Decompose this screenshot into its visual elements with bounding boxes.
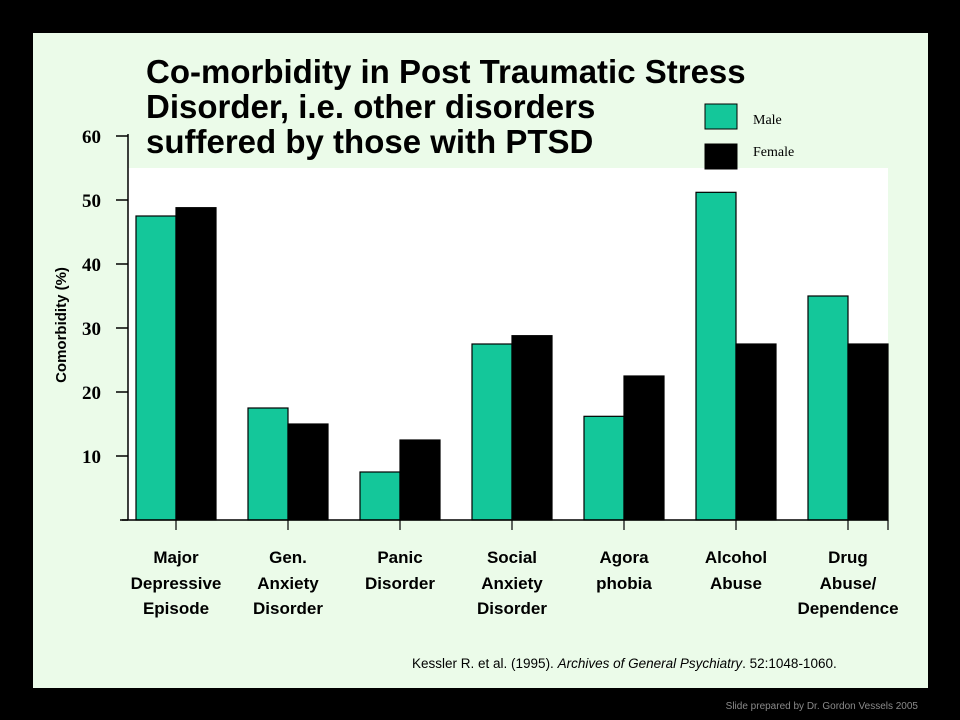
x-category-label-4: Social Anxiety Disorder	[477, 548, 547, 618]
bar-female-1	[175, 207, 217, 521]
citation-suffix: . 52:1048-1060.	[742, 656, 837, 671]
y-tick-label-30: 30	[82, 319, 101, 340]
title-line-1: Co-morbidity in Post Traumatic Stress	[146, 53, 746, 90]
y-tick-label-10: 10	[82, 447, 101, 468]
citation-prefix: Kessler R. et al. (1995).	[412, 656, 558, 671]
bar-male-7	[807, 295, 849, 521]
x-category-label-5: Agora phobia	[596, 548, 652, 593]
bar-male-6	[695, 191, 737, 521]
bar-female-5	[623, 375, 665, 521]
slide-credit: Slide prepared by Dr. Gordon Vessels 200…	[725, 701, 918, 712]
citation-journal: Archives of General Psychiatry	[557, 656, 743, 671]
y-tick-label-60: 60	[82, 127, 101, 148]
legend-swatch-female	[704, 143, 738, 170]
bar-female-4	[511, 335, 553, 521]
bar-female-2	[287, 423, 329, 521]
chart-title: Co-morbidity in Post Traumatic Stress Di…	[146, 54, 866, 159]
legend-swatch-male	[704, 103, 738, 130]
x-category-label-3: Panic Disorder	[365, 548, 435, 593]
bar-female-6	[735, 343, 777, 521]
bar-male-1	[135, 215, 177, 521]
y-tick-label-50: 50	[82, 191, 101, 212]
citation: Kessler R. et al. (1995). Archives of Ge…	[412, 656, 932, 671]
bar-male-3	[359, 471, 401, 521]
x-category-label-7: Drug Abuse/ Dependence	[797, 548, 899, 618]
x-category-label-6: Alcohol Abuse	[704, 548, 768, 593]
y-axis-label: Comorbidity (%)	[53, 267, 70, 383]
y-tick-label-20: 20	[82, 383, 101, 404]
bar-female-7	[847, 343, 889, 521]
title-line-2: Disorder, i.e. other disorders	[146, 88, 596, 125]
bar-female-3	[399, 439, 441, 521]
y-tick-label-40: 40	[82, 255, 101, 276]
title-line-3: suffered by those with PTSD	[146, 123, 594, 160]
x-category-label-2: Gen. Anxiety Disorder	[253, 548, 323, 618]
x-category-label-1: Major Depressive Episode	[130, 548, 222, 618]
legend-label-female: Female	[753, 145, 795, 160]
bar-male-2	[247, 407, 289, 521]
bar-male-4	[471, 343, 513, 521]
legend-label-male: Male	[753, 113, 782, 128]
bar-male-5	[583, 415, 625, 521]
